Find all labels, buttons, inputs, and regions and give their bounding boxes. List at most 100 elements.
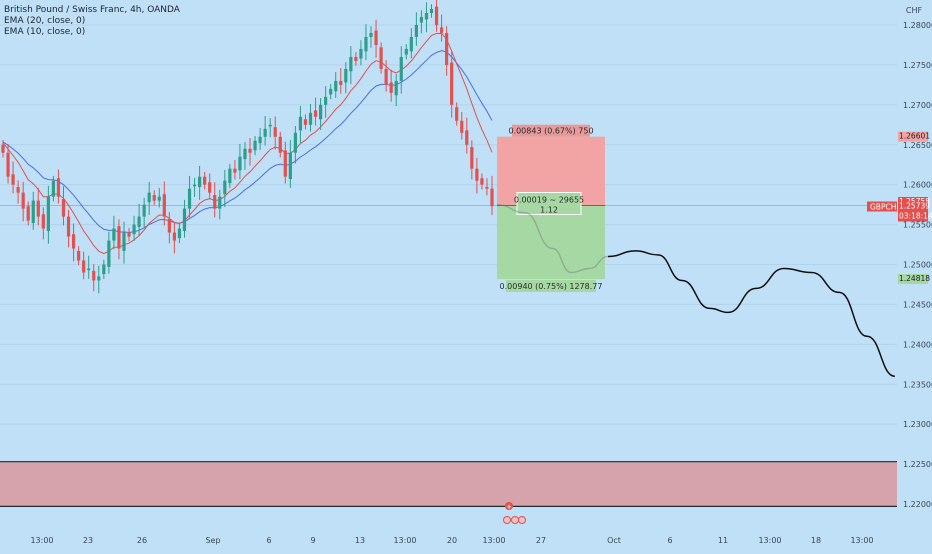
candle-body — [16, 187, 20, 193]
current-price-tag-bg — [898, 201, 928, 212]
candle-body — [41, 214, 45, 229]
candle — [238, 143, 242, 180]
candle — [46, 185, 50, 244]
x-tick-label: 18 — [811, 536, 821, 545]
candle — [480, 173, 484, 190]
candle — [21, 181, 25, 222]
flag-marker-icon — [518, 516, 526, 524]
candle — [455, 102, 459, 126]
x-tick-label: 13:00 — [850, 536, 873, 545]
candle — [369, 26, 373, 48]
candle-body — [439, 27, 444, 33]
candle-body — [490, 188, 494, 207]
candle — [445, 26, 449, 76]
candle — [318, 98, 323, 130]
candle-body — [465, 130, 469, 145]
candle-body — [61, 199, 66, 217]
ema-10-legend: EMA (10, close, 0) — [4, 27, 86, 37]
candle — [258, 127, 262, 150]
candle-body — [379, 47, 383, 69]
candle — [187, 175, 192, 218]
candle-body — [36, 200, 40, 217]
candle-body — [344, 68, 348, 83]
x-tick-label: 13 — [355, 536, 365, 545]
candle-body — [485, 187, 489, 189]
candle — [399, 46, 403, 94]
candle — [490, 175, 494, 216]
candle — [324, 86, 328, 118]
candle-body — [228, 168, 232, 184]
candle — [434, 0, 439, 32]
candle — [41, 207, 45, 240]
candle-body — [253, 140, 257, 151]
target-price-tag-bg — [898, 274, 928, 285]
candle — [172, 221, 177, 254]
x-tick-label: 11 — [718, 536, 728, 545]
candle — [460, 112, 464, 140]
candle-body — [359, 48, 363, 59]
candle — [253, 135, 257, 156]
candle-body — [414, 25, 418, 37]
candle — [303, 114, 308, 130]
candle-body — [167, 218, 171, 233]
candle-body — [460, 120, 464, 133]
candle-body — [71, 234, 76, 249]
symbol-tag: GBPCHF — [870, 203, 901, 212]
event-marker-plus: + — [506, 503, 512, 511]
stop-price-tag: 1.26601 — [899, 132, 930, 141]
candle — [243, 141, 247, 170]
candle — [71, 223, 76, 262]
candle — [308, 104, 313, 132]
x-tick-label: 27 — [536, 536, 546, 545]
candle-body — [208, 182, 212, 193]
candle — [263, 116, 267, 146]
candle-body — [273, 127, 277, 137]
candle-body — [404, 48, 408, 55]
y-tick-label: 1.22500 — [903, 460, 932, 469]
candle-body — [339, 80, 343, 85]
y-tick-label: 1.22000 — [903, 500, 932, 509]
candle — [359, 40, 363, 66]
candle-body — [198, 176, 202, 188]
y-tick-label: 1.23000 — [903, 420, 932, 429]
candle — [419, 10, 424, 34]
candle — [273, 116, 277, 150]
y-tick-label: 1.24500 — [903, 300, 932, 309]
candle — [192, 177, 197, 198]
candle-body — [142, 204, 146, 217]
candle — [429, 4, 434, 18]
candle-body — [172, 232, 177, 241]
x-tick-label: 13:00 — [758, 536, 781, 545]
candle-body — [429, 9, 434, 14]
candle-body — [424, 13, 429, 20]
ema-10-line — [2, 32, 493, 255]
candle — [344, 62, 348, 94]
chart-legend: British Pound / Swiss Franc, 4h, OANDA E… — [4, 5, 180, 38]
y-tick-label: 1.25500 — [903, 221, 932, 230]
center-label-box — [516, 192, 582, 216]
x-tick-label: Sep — [205, 536, 220, 545]
candle-body — [283, 150, 287, 177]
candle — [218, 189, 222, 220]
flag-marker-icon — [503, 516, 511, 524]
candle — [177, 223, 182, 243]
candle — [51, 175, 56, 202]
candle-body — [248, 148, 252, 153]
candle — [208, 173, 212, 200]
candle-body — [324, 96, 328, 105]
candle-body — [31, 200, 35, 223]
candle — [137, 203, 141, 236]
candle-body — [82, 260, 86, 273]
candle — [329, 84, 333, 100]
candle-body — [384, 68, 388, 85]
candle-body — [329, 88, 333, 95]
candle — [379, 42, 383, 74]
candle — [414, 12, 418, 46]
currency-label: CHF — [906, 6, 923, 15]
candle — [97, 265, 101, 294]
candle-body — [102, 264, 106, 275]
candle — [11, 161, 15, 194]
candle-body — [374, 30, 378, 45]
